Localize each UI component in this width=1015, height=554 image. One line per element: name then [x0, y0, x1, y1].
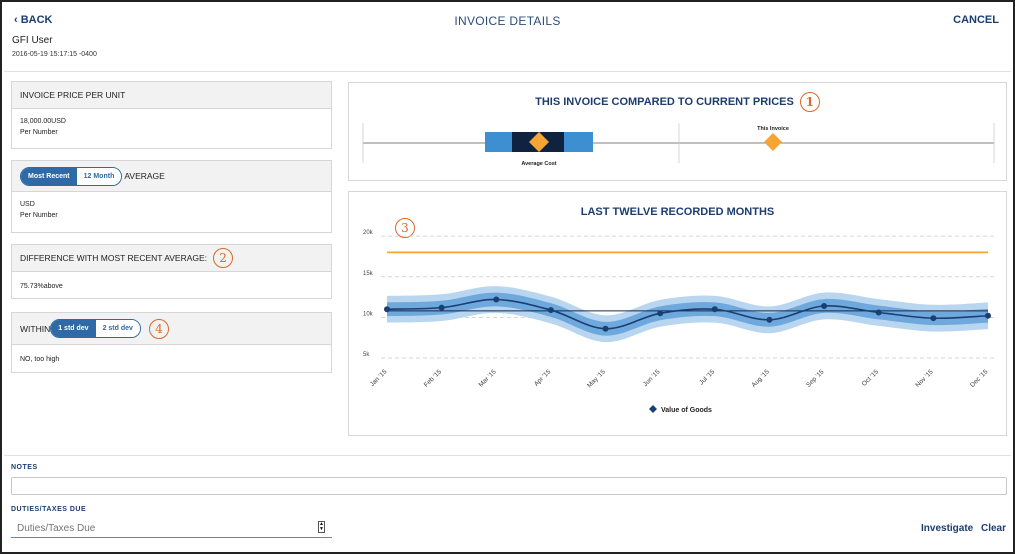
x-tick-label-4: Apr '15: [533, 368, 553, 388]
invoice-price-unit: Per Number: [20, 129, 58, 136]
difference-title: DIFFERENCE WITH MOST RECENT AVERAGE:: [20, 253, 208, 263]
data-point-7: [711, 306, 718, 313]
average-cost-label: Average Cost: [521, 161, 556, 167]
within-card: WITHIN 1 std dev 2 std dev 4 NO, too hig…: [11, 312, 332, 373]
legend-label: Value of Goods: [661, 407, 712, 414]
comparison-graphic: Average Cost This Invoice: [362, 123, 995, 167]
duties-stepper[interactable]: ▲ ▼: [318, 521, 325, 533]
within-header: WITHIN 1 std dev 2 std dev 4: [12, 313, 331, 345]
data-point-5: [602, 325, 609, 332]
comparison-title-row: THIS INVOICE COMPARED TO CURRENT PRICES …: [349, 91, 1006, 113]
invoice-price-card: INVOICE PRICE PER UNIT 18,000.00USD Per …: [11, 81, 332, 149]
callout-badge-2: 2: [213, 248, 234, 268]
average-body: USD Per Number: [12, 192, 331, 228]
trend-panel: LAST TWELVE RECORDED MONTHS 3 5k 10k 15k 20…: [348, 191, 1007, 436]
point-layer: [384, 296, 991, 332]
average-header: Most Recent 12 Month AVERAGE: [12, 161, 331, 192]
std-dev-toggle[interactable]: 1 std dev 2 std dev: [50, 319, 141, 338]
x-tick-label-7: Jul '15: [698, 368, 716, 386]
page-title: INVOICE DETAILS: [454, 14, 561, 28]
average-card: Most Recent 12 Month AVERAGE USD Per Num…: [11, 160, 332, 233]
average-unit: Per Number: [20, 212, 58, 219]
data-point-4: [547, 307, 554, 314]
trend-chart: 5k 10k 15k 20k Jan '15 Feb '15 Mar '15 Apr '15…: [363, 230, 994, 414]
within-value: NO, too high: [20, 356, 60, 363]
data-point-2: [438, 304, 445, 311]
x-tick-label-1: Jan '15: [369, 368, 389, 388]
duties-input[interactable]: [11, 519, 332, 538]
trend-title: LAST TWELVE RECORDED MONTHS: [580, 206, 775, 218]
band-layer: [387, 286, 988, 343]
x-tick-label-6: Jun '15: [642, 368, 662, 388]
x-tick-label-8: Aug '15: [750, 368, 771, 389]
comparison-title: THIS INVOICE COMPARED TO CURRENT PRICES: [535, 96, 794, 108]
invoice-price-title: INVOICE PRICE PER UNIT: [12, 82, 331, 109]
header: ‹ BACK INVOICE DETAILS CANCEL GFI User 2…: [4, 4, 1011, 72]
within-label: WITHIN: [20, 323, 51, 334]
x-tick-label-5: May '15: [586, 368, 607, 389]
one-std-dev-option[interactable]: 1 std dev: [51, 320, 96, 337]
price-comparison-panel: THIS INVOICE COMPARED TO CURRENT PRICES …: [348, 82, 1007, 181]
data-point-10: [875, 309, 882, 316]
data-point-1: [384, 306, 390, 313]
data-point-6: [657, 310, 664, 317]
data-point-9: [821, 303, 828, 309]
back-button[interactable]: ‹ BACK: [14, 14, 53, 26]
user-name: GFI User: [12, 35, 53, 46]
callout-badge-4: 4: [148, 318, 169, 339]
grid-layer: 5k 10k 15k 20k: [363, 230, 994, 359]
x-tick-label-2: Feb '15: [423, 368, 443, 388]
duties-label: DUTIES/TAXES DUE: [11, 506, 87, 513]
y-tick-label-15k: 15k: [363, 271, 374, 277]
x-axis-labels: Jan '15 Feb '15 Mar '15 Apr '15 May '15 Jun '…: [369, 368, 990, 389]
y-tick-label-20k: 20k: [363, 230, 374, 236]
invoice-price-body: 18,000.00USD Per Number: [12, 109, 331, 145]
callout-badge-1: 1: [799, 92, 820, 112]
bottom-divider: [4, 455, 1011, 456]
x-tick-label-3: Mar '15: [478, 368, 498, 388]
twelve-month-option[interactable]: 12 Month: [76, 167, 122, 185]
data-point-12: [985, 312, 991, 319]
difference-header: DIFFERENCE WITH MOST RECENT AVERAGE: 2: [12, 245, 331, 272]
data-point-11: [930, 315, 937, 322]
this-invoice-label: This Invoice: [757, 126, 789, 132]
data-point-3: [493, 296, 500, 303]
this-invoice-marker: [764, 133, 782, 151]
notes-input[interactable]: [11, 477, 1007, 495]
y-tick-label-5k: 5k: [363, 352, 370, 358]
y-tick-label-10k: 10k: [363, 311, 374, 317]
most-recent-option[interactable]: Most Recent: [21, 167, 77, 185]
data-point-8: [766, 316, 773, 323]
x-tick-label-10: Oct '15: [861, 368, 881, 388]
average-period-toggle[interactable]: Most Recent 12 Month: [20, 166, 123, 186]
value-of-goods-line: [386, 298, 989, 330]
timestamp: 2016-05-19 15:17:15 -0400: [12, 51, 97, 58]
callout-badge-3: 3: [395, 218, 415, 238]
average-cost-marker: [529, 132, 549, 152]
line-layer: [386, 251, 989, 330]
average-value: USD: [20, 201, 35, 208]
chart-legend: Value of Goods: [649, 405, 712, 414]
x-tick-label-12: Dec '15: [969, 368, 990, 389]
cancel-button[interactable]: CANCEL: [953, 14, 999, 26]
clear-button[interactable]: Clear: [981, 523, 1007, 534]
two-std-dev-option[interactable]: 2 std dev: [95, 320, 140, 337]
inner-deviation-band: [387, 292, 988, 336]
x-tick-label-11: Nov '15: [914, 368, 935, 389]
investigate-button[interactable]: Investigate: [921, 523, 974, 534]
legend-marker: [649, 405, 657, 413]
difference-value: 75.73%above: [20, 283, 63, 290]
x-tick-label-9: Sep '15: [805, 368, 826, 389]
average-label: AVERAGE: [124, 171, 165, 181]
invoice-price-value: 18,000.00USD: [20, 118, 66, 125]
notes-label: NOTES: [11, 464, 38, 471]
difference-card: DIFFERENCE WITH MOST RECENT AVERAGE: 2 7…: [11, 244, 332, 299]
